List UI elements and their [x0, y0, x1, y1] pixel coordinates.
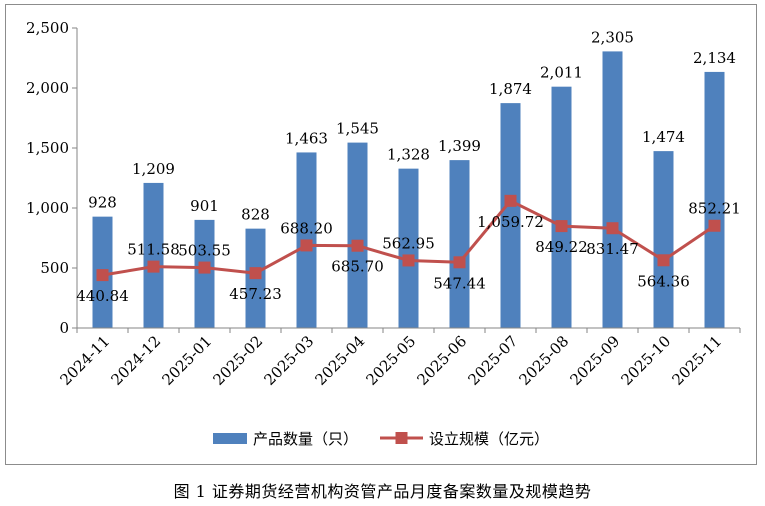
- bar: [347, 142, 368, 328]
- bar-data-label: 828: [241, 206, 270, 224]
- line-data-label: 852.21: [688, 200, 741, 218]
- line-data-label: 688.20: [280, 219, 333, 237]
- y-tick-label: 2,000: [26, 79, 69, 97]
- figure-caption: 图 1 证券期货经营机构资管产品月度备案数量及规模趋势: [173, 482, 592, 501]
- bar-data-label: 901: [190, 197, 219, 215]
- x-tick-label: 2025-04: [312, 332, 369, 389]
- bar-data-label: 1,463: [285, 129, 328, 147]
- y-tick-label: 1,500: [26, 139, 69, 157]
- line-data-label: 511.58: [127, 241, 180, 259]
- line-point: [504, 194, 517, 207]
- x-tick-label: 2025-10: [618, 332, 675, 389]
- bar-data-label: 1,328: [387, 146, 430, 164]
- x-tick-label: 2024-12: [108, 332, 165, 389]
- line-point: [402, 254, 415, 267]
- line-data-label: 547.44: [433, 274, 486, 292]
- x-tick-label: 2025-11: [669, 332, 726, 389]
- legend-bar-swatch: [213, 433, 247, 444]
- x-tick-label: 2025-06: [414, 332, 471, 389]
- y-tick-label: 500: [40, 259, 69, 277]
- x-tick-label: 2025-02: [210, 332, 267, 389]
- line-data-label: 457.23: [229, 285, 282, 303]
- combo-chart: 0 500 1,000 1,500 2,000 2,500 928 1,209 901 828 1,…: [26, 19, 741, 448]
- y-tick-label: 0: [59, 319, 69, 337]
- y-tick-label: 1,000: [26, 199, 69, 217]
- legend-line-label: 设立规模（亿元）: [429, 430, 549, 448]
- line-point: [249, 267, 262, 280]
- bar-data-label: 928: [88, 194, 117, 212]
- bar: [449, 160, 470, 328]
- bar-data-label: 2,134: [693, 49, 736, 67]
- legend-bar-label: 产品数量（只）: [253, 430, 358, 448]
- line-point: [606, 222, 619, 235]
- bar-data-label: 1,874: [489, 80, 532, 98]
- line-point: [96, 269, 109, 282]
- bar-data-label: 2,011: [540, 64, 583, 82]
- x-tick-label: 2025-05: [363, 332, 420, 389]
- line-point: [198, 261, 211, 274]
- chart-frame: 0 500 1,000 1,500 2,000 2,500 928 1,209 901 828 1,…: [5, 4, 757, 465]
- bar-data-label: 1,209: [132, 160, 175, 178]
- y-tick-label: 2,500: [26, 19, 69, 37]
- bar: [653, 151, 674, 328]
- line-data-label: 503.55: [178, 242, 231, 260]
- bar: [398, 168, 419, 328]
- x-tick-label: 2025-08: [516, 332, 573, 389]
- bar: [500, 103, 521, 329]
- x-tick-label: 2025-01: [159, 332, 216, 389]
- x-tick-label: 2025-07: [465, 332, 522, 389]
- line-point: [147, 260, 160, 273]
- bar-data-label: 1,545: [336, 120, 379, 138]
- bar-data-label: 1,399: [438, 137, 481, 155]
- x-tick-label: 2025-03: [261, 332, 318, 389]
- line-data-label: 685.70: [331, 258, 384, 276]
- x-tick-label: 2025-09: [567, 332, 624, 389]
- bar-data-label: 2,305: [591, 28, 634, 46]
- line-point: [657, 254, 670, 267]
- line-point: [453, 256, 466, 269]
- line-point: [555, 220, 568, 233]
- line-data-label: 1,059.72: [477, 213, 544, 231]
- line-data-label: 564.36: [637, 272, 690, 290]
- legend-line-marker: [395, 432, 408, 444]
- line-data-label: 831.47: [586, 240, 639, 258]
- bar-data-label: 1,474: [642, 128, 685, 146]
- bar: [602, 51, 623, 329]
- bar: [704, 71, 725, 329]
- bar: [551, 86, 572, 329]
- bar: [194, 219, 215, 328]
- line-data-label: 849.22: [535, 238, 588, 256]
- line-data-label: 562.95: [382, 234, 435, 252]
- line-point: [300, 239, 313, 252]
- bar: [143, 182, 164, 328]
- line-point: [351, 239, 364, 252]
- x-tick-label: 2024-11: [57, 332, 114, 389]
- line-data-label: 440.84: [76, 287, 129, 305]
- line-point: [708, 219, 721, 232]
